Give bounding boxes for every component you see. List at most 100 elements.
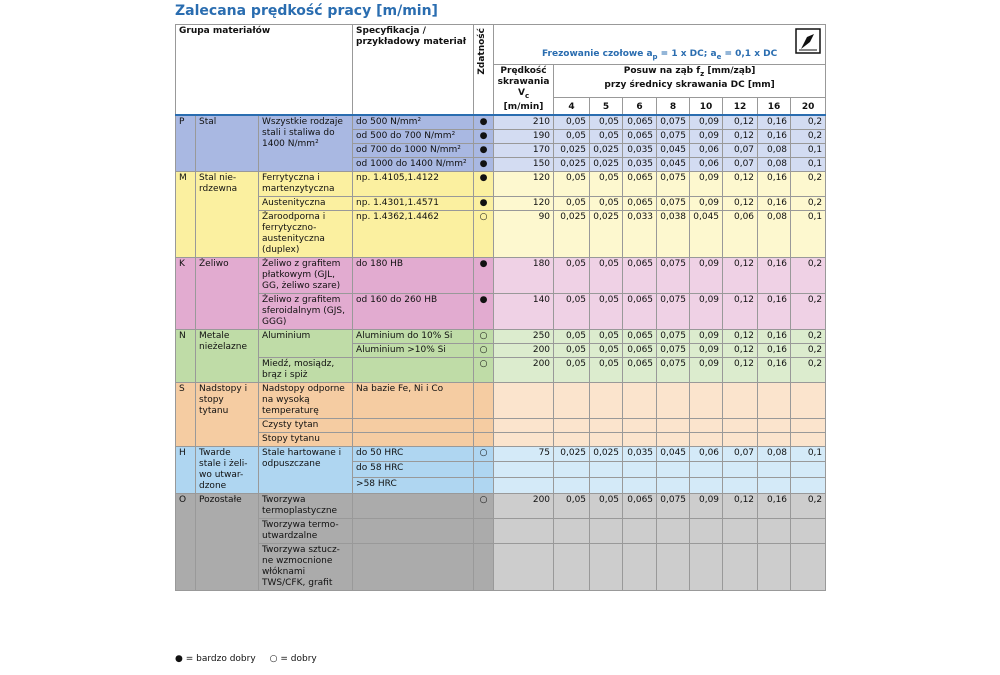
feed: 0,075 bbox=[656, 492, 691, 519]
feed: 0,09 bbox=[689, 292, 724, 330]
feed bbox=[589, 477, 624, 494]
feed: 0,12 bbox=[722, 292, 759, 330]
feed bbox=[553, 417, 591, 433]
material: Austenityczna bbox=[257, 195, 354, 211]
feed: 0,2 bbox=[790, 170, 827, 197]
feed: 0,12 bbox=[722, 128, 759, 144]
feed: 0,05 bbox=[589, 492, 624, 519]
feed bbox=[722, 461, 759, 479]
suitability: ● bbox=[473, 156, 495, 172]
group-name: Metale nieżelazne bbox=[195, 328, 259, 383]
feed: 0,025 bbox=[553, 142, 591, 158]
feed bbox=[757, 542, 792, 591]
feed: 0,1 bbox=[790, 142, 827, 158]
feed bbox=[589, 461, 624, 479]
feed bbox=[757, 431, 792, 447]
feed: 0,045 bbox=[656, 445, 691, 463]
feed: 0,06 bbox=[722, 209, 759, 258]
feed: 0,1 bbox=[790, 209, 827, 258]
feed bbox=[757, 477, 792, 494]
feed: 0,038 bbox=[656, 209, 691, 258]
feed bbox=[689, 381, 724, 419]
cutting-speed bbox=[493, 381, 555, 419]
feed bbox=[553, 431, 591, 447]
feed: 0,2 bbox=[790, 292, 827, 330]
cutting-speed bbox=[493, 477, 555, 494]
text: = 0,1 x DC bbox=[721, 49, 778, 60]
feed: 0,075 bbox=[656, 170, 691, 197]
feed: 0,035 bbox=[622, 142, 658, 158]
diameter: 12 bbox=[722, 97, 759, 116]
subscript: c bbox=[524, 91, 530, 100]
feed: 0,075 bbox=[656, 113, 691, 130]
spec: Na bazie Fe, Ni i Co bbox=[352, 381, 475, 419]
text: [mm/ząb] bbox=[704, 66, 756, 76]
table-header: Grupa materiałów Specyfikacja / przykład… bbox=[174, 23, 827, 116]
feed: 0,16 bbox=[757, 356, 792, 383]
feed: 0,16 bbox=[757, 328, 792, 344]
feed: 0,16 bbox=[757, 128, 792, 144]
feed bbox=[790, 477, 827, 494]
feed: 0,045 bbox=[656, 156, 691, 172]
feed: 0,06 bbox=[689, 445, 724, 463]
group-header: Grupa materiałów bbox=[174, 23, 354, 116]
cutting-speed: 180 bbox=[493, 256, 555, 294]
cutting-speed bbox=[493, 417, 555, 433]
feed bbox=[656, 381, 691, 419]
row: Tworzywa termo-utwardzalne bbox=[176, 517, 827, 544]
spec: do 500 N/mm² bbox=[352, 113, 475, 130]
feed bbox=[722, 542, 759, 591]
material: Nadstopy odporne na wysoką temperaturę bbox=[257, 381, 354, 419]
cutting-speed: 200 bbox=[493, 492, 555, 519]
feed: 0,065 bbox=[622, 170, 658, 197]
feed: 0,12 bbox=[722, 195, 759, 211]
feed: 0,05 bbox=[589, 356, 624, 383]
feed bbox=[722, 477, 759, 494]
group-code: S bbox=[175, 381, 196, 447]
spec bbox=[352, 517, 475, 544]
diameter: 4 bbox=[553, 97, 591, 116]
feed: 0,075 bbox=[656, 292, 691, 330]
suitability: ○ bbox=[473, 342, 495, 358]
feed: 0,075 bbox=[656, 356, 691, 383]
feed: 0,035 bbox=[622, 156, 658, 172]
feed bbox=[689, 517, 724, 544]
cutting-speed: 200 bbox=[493, 342, 555, 358]
cutting-speed: 190 bbox=[493, 128, 555, 144]
feed: 0,2 bbox=[790, 256, 827, 294]
row: Czysty tytan bbox=[176, 417, 827, 433]
feed bbox=[656, 542, 691, 591]
feed: 0,025 bbox=[589, 209, 624, 258]
feed: 0,05 bbox=[589, 128, 624, 144]
feed bbox=[790, 417, 827, 433]
legend-item: ○ = dobry bbox=[269, 654, 317, 664]
cutting-speed: 210 bbox=[493, 113, 555, 130]
feed: 0,025 bbox=[589, 142, 624, 158]
row: Żeliwo z grafitem sferoidalnym (GJS, GGG… bbox=[176, 292, 827, 330]
diameter: 6 bbox=[622, 97, 658, 116]
row: M Stal nie-rdzewna Ferrytyczna i martenzyt… bbox=[175, 170, 827, 258]
diameter: 20 bbox=[790, 97, 827, 116]
row: Stopy tytanu bbox=[176, 431, 827, 447]
spec: np. 1.4301,1.4571 bbox=[352, 195, 475, 211]
cutting-speed: 75 bbox=[493, 445, 555, 463]
diameter: 16 bbox=[757, 97, 792, 116]
group-name: Twarde stale i żeli-wo utwar-dzone bbox=[195, 445, 259, 494]
feed: 0,065 bbox=[622, 128, 658, 144]
spec: do 50 HRC bbox=[352, 445, 475, 463]
material: Tworzywa termoplastyczne bbox=[257, 492, 354, 519]
feed-header: Posuw na ząb fz [mm/ząb] przy średnicy sk… bbox=[553, 63, 827, 99]
spec-header: Specyfikacja / przykładowy materiał bbox=[352, 23, 475, 116]
feed: 0,2 bbox=[790, 356, 827, 383]
feed: 0,075 bbox=[656, 128, 691, 144]
group-name: Nadstopy i stopy tytanu bbox=[195, 381, 259, 447]
material: Ferrytyczna i martenzytyczna bbox=[257, 170, 354, 197]
feed: 0,05 bbox=[589, 195, 624, 211]
feed: 0,05 bbox=[589, 328, 624, 344]
spec: np. 1.4105,1.4122 bbox=[352, 170, 475, 197]
row: S Nadstopy i stopy tytanu Nadstopy odporne… bbox=[175, 381, 827, 447]
feed bbox=[622, 417, 658, 433]
feed: 0,05 bbox=[553, 292, 591, 330]
subscript: e bbox=[716, 53, 722, 61]
